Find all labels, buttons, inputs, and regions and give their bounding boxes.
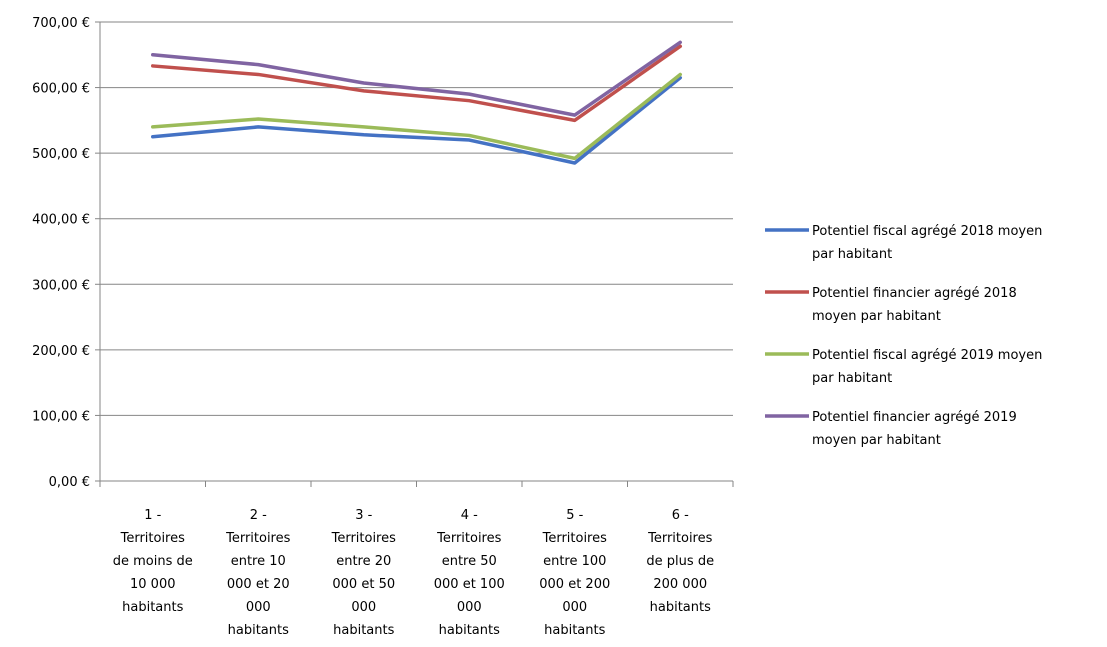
legend-label: Potentiel financier agrégé 2019 moyen par… bbox=[812, 410, 1017, 448]
x-tick-label: 2 -Territoires entre 10 000 et 20 000 habita… bbox=[225, 508, 291, 638]
x-tick-label: 3 -Territoires entre 20 000 et 50 000 habita… bbox=[331, 508, 397, 638]
gridlines bbox=[100, 21, 733, 416]
x-tick-label: 5 -Territoires entre 100 000 et 200 000 habi… bbox=[539, 508, 610, 638]
y-axis-tick-labels: 0,00 € 100,00 € 200,00 € 300,00 € 400,00 € 50… bbox=[32, 16, 90, 490]
y-tick-label: 0,00 € bbox=[49, 475, 90, 490]
x-axis-tick-labels: 1 -Territoires de moins de 10 000 habitants… bbox=[113, 508, 714, 638]
legend-label: Potentiel fiscal agrégé 2019 moyen par ha… bbox=[812, 348, 1042, 386]
series-line-4 bbox=[151, 40, 682, 117]
legend-label: Potentiel fiscal agrégé 2018 moyen par ha… bbox=[812, 224, 1042, 262]
legend-item-3: Potentiel fiscal agrégé 2019 moyen par ha… bbox=[765, 348, 1042, 386]
y-tick-label: 300,00 € bbox=[32, 278, 90, 293]
series-line-2 bbox=[151, 44, 682, 123]
series-line-1 bbox=[151, 75, 682, 165]
legend-item-2: Potentiel financier agrégé 2018 moyen par… bbox=[765, 286, 1017, 324]
y-tick-label: 600,00 € bbox=[32, 82, 90, 97]
y-tick-label: 500,00 € bbox=[32, 147, 90, 162]
legend-item-1: Potentiel fiscal agrégé 2018 moyen par ha… bbox=[765, 224, 1042, 262]
y-tick-label: 100,00 € bbox=[32, 409, 90, 424]
y-tick-label: 700,00 € bbox=[32, 16, 90, 31]
y-tick-label: 400,00 € bbox=[32, 213, 90, 228]
legend: Potentiel fiscal agrégé 2018 moyen par ha… bbox=[765, 224, 1042, 448]
series-line-3 bbox=[151, 72, 682, 161]
y-tick-label: 200,00 € bbox=[32, 344, 90, 359]
legend-label: Potentiel financier agrégé 2018 moyen par… bbox=[812, 286, 1017, 324]
x-tick-label: 4 -Territoires entre 50 000 et 100 000 habit… bbox=[434, 508, 505, 638]
legend-item-4: Potentiel financier agrégé 2019 moyen par… bbox=[765, 410, 1017, 448]
x-tick-label: 6 -Territoires de plus de 200 000 habitants bbox=[646, 508, 714, 615]
series-lines bbox=[151, 40, 682, 165]
axes bbox=[95, 21, 734, 487]
x-tick-label: 1 -Territoires de moins de 10 000 habitants bbox=[113, 508, 193, 615]
